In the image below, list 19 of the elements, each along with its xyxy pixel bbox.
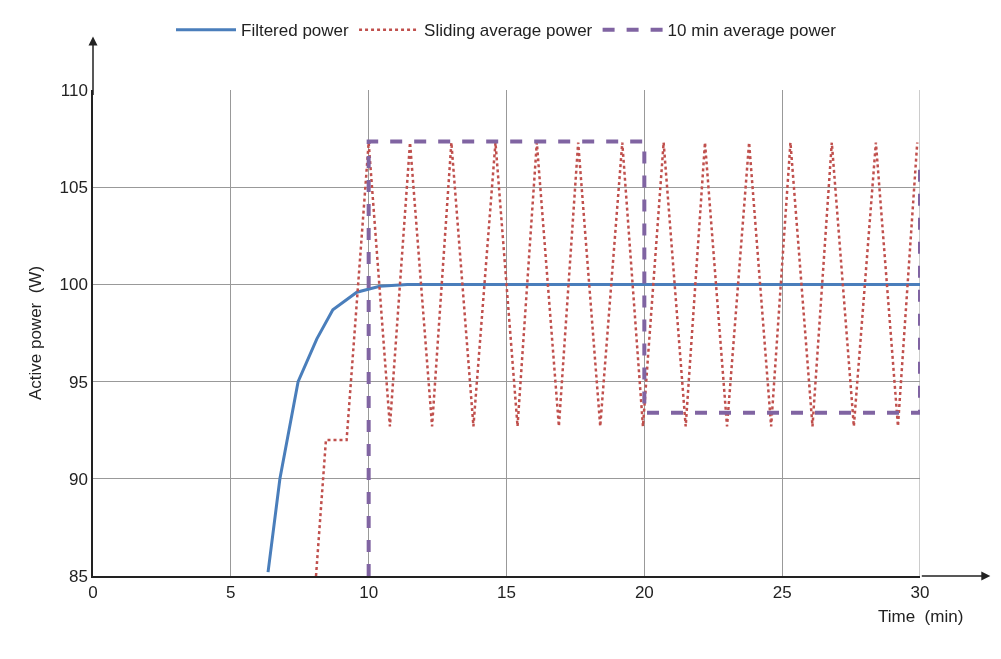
line-series: [266, 282, 920, 574]
y-tick-label: 105: [59, 178, 88, 198]
y-tick-label: 110: [60, 80, 88, 100]
y-tick-label: 90: [68, 469, 88, 489]
legend-label: Sliding average power: [424, 21, 593, 41]
legend-label: 10 min average power: [667, 21, 837, 41]
x-tick-label: 0: [88, 583, 98, 603]
x-tick-label: 25: [772, 583, 792, 603]
x-tick-label: 15: [497, 583, 516, 603]
y-tick-label: 95: [68, 372, 88, 392]
x-tick-label: 20: [634, 583, 654, 603]
x-tick-label: 30: [910, 583, 930, 603]
y-tick-label: 100: [59, 275, 88, 295]
y-tick-label: 85: [68, 566, 88, 586]
y-axis-title: Active power (W): [25, 265, 45, 401]
x-axis-title: Time (min): [878, 607, 964, 626]
legend-label: Filtered power: [241, 21, 350, 41]
x-tick-label: 10: [359, 583, 379, 603]
x-tick-label: 5: [226, 583, 236, 603]
